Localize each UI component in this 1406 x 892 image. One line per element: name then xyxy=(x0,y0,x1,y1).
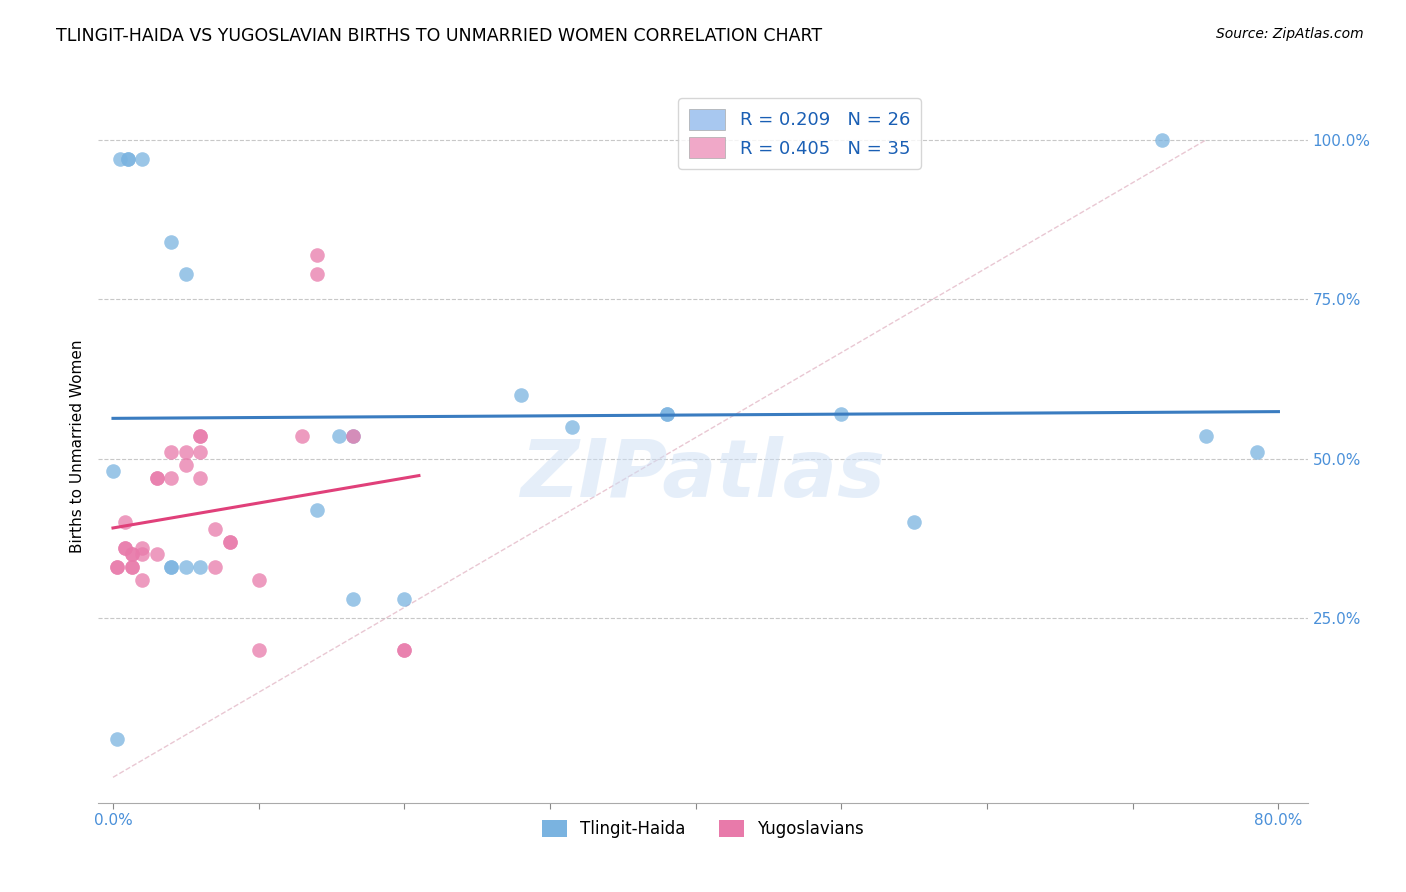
Point xyxy=(114,541,136,555)
Point xyxy=(1150,133,1173,147)
Point xyxy=(190,471,212,485)
Point xyxy=(190,429,212,443)
Point xyxy=(121,560,143,574)
Point xyxy=(110,153,132,167)
Point xyxy=(830,407,852,421)
Point xyxy=(145,471,167,485)
Point xyxy=(131,547,153,561)
Point xyxy=(561,420,583,434)
Point xyxy=(105,732,128,747)
Point xyxy=(145,471,167,485)
Point xyxy=(160,445,183,459)
Point xyxy=(160,235,183,249)
Point xyxy=(131,153,153,167)
Point xyxy=(117,153,139,167)
Point xyxy=(342,429,364,443)
Point xyxy=(903,516,925,530)
Point xyxy=(204,560,226,574)
Point xyxy=(190,445,212,459)
Point xyxy=(328,429,350,443)
Point xyxy=(174,445,197,459)
Point xyxy=(218,534,240,549)
Point xyxy=(131,573,153,587)
Point xyxy=(655,407,678,421)
Point xyxy=(121,547,143,561)
Point xyxy=(174,458,197,472)
Point xyxy=(114,516,136,530)
Point xyxy=(160,560,183,574)
Point xyxy=(305,502,328,516)
Point xyxy=(247,573,270,587)
Point xyxy=(305,248,328,262)
Point xyxy=(190,429,212,443)
Point xyxy=(121,547,143,561)
Point xyxy=(509,388,531,402)
Point xyxy=(105,560,128,574)
Point xyxy=(394,643,416,657)
Point xyxy=(247,643,270,657)
Point xyxy=(131,541,153,555)
Point xyxy=(117,153,139,167)
Point xyxy=(291,429,314,443)
Point xyxy=(655,407,678,421)
Point xyxy=(105,560,128,574)
Point xyxy=(121,560,143,574)
Point xyxy=(342,591,364,606)
Point xyxy=(204,522,226,536)
Point xyxy=(145,547,167,561)
Point xyxy=(114,541,136,555)
Point xyxy=(305,267,328,281)
Point xyxy=(160,560,183,574)
Point xyxy=(160,471,183,485)
Point xyxy=(342,429,364,443)
Point xyxy=(1246,445,1268,459)
Point xyxy=(1194,429,1216,443)
Point xyxy=(174,560,197,574)
Y-axis label: Births to Unmarried Women: Births to Unmarried Women xyxy=(69,339,84,553)
Point xyxy=(218,534,240,549)
Text: TLINGIT-HAIDA VS YUGOSLAVIAN BIRTHS TO UNMARRIED WOMEN CORRELATION CHART: TLINGIT-HAIDA VS YUGOSLAVIAN BIRTHS TO U… xyxy=(56,27,823,45)
Point xyxy=(394,591,416,606)
Point xyxy=(174,267,197,281)
Point xyxy=(190,560,212,574)
Point xyxy=(101,465,124,479)
Legend: Tlingit-Haida, Yugoslavians: Tlingit-Haida, Yugoslavians xyxy=(536,813,870,845)
Text: Source: ZipAtlas.com: Source: ZipAtlas.com xyxy=(1216,27,1364,41)
Text: ZIPatlas: ZIPatlas xyxy=(520,435,886,514)
Point xyxy=(394,643,416,657)
